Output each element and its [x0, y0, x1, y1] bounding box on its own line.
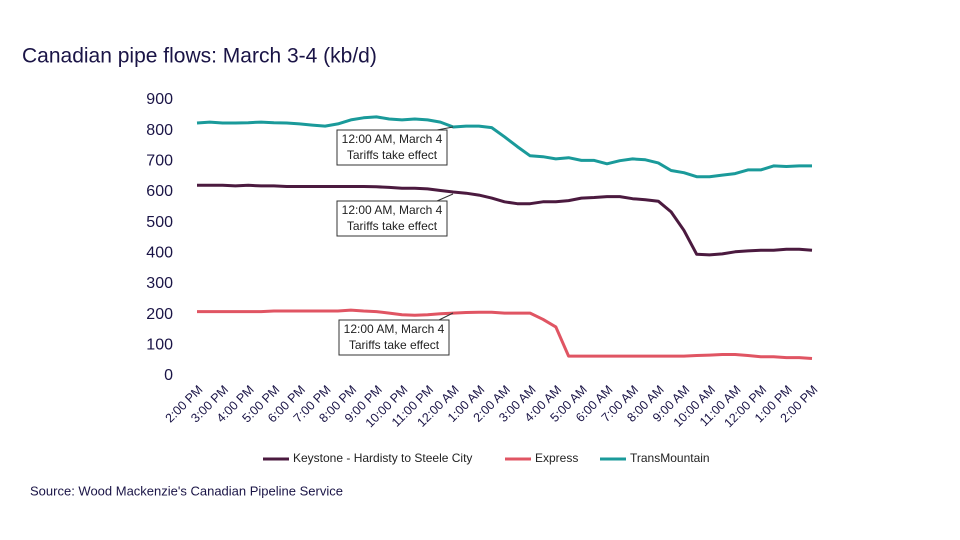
annotation-text: Tariffs take effect: [347, 219, 438, 233]
y-tick-label: 500: [146, 214, 173, 231]
annotation-pointer: [436, 193, 454, 202]
legend-label: Keystone - Hardisty to Steele City: [293, 451, 472, 465]
annotation-text: Tariffs take effect: [349, 338, 440, 352]
legend-label: TransMountain: [630, 451, 710, 465]
annotation-box: [336, 200, 448, 237]
annotation-box: [336, 129, 448, 166]
annotation-text: 12:00 AM, March 4: [344, 322, 445, 336]
legend-label: Express: [535, 451, 578, 465]
y-tick-label: 900: [146, 91, 173, 108]
y-tick-label: 400: [146, 245, 173, 262]
annotation-pointer: [436, 126, 454, 131]
y-tick-label: 800: [146, 122, 173, 139]
y-tick-label: 200: [146, 306, 173, 323]
y-tick-label: 600: [146, 183, 173, 200]
y-tick-label: 0: [164, 367, 173, 384]
y-tick-label: 300: [146, 275, 173, 292]
annotation-pointer: [438, 312, 454, 321]
annotation-text: Tariffs take effect: [347, 148, 438, 162]
series-line: [197, 183, 813, 257]
series-line: [197, 308, 813, 360]
annotation-text: 12:00 AM, March 4: [342, 132, 443, 146]
annotation-box: [338, 319, 450, 356]
series-line: [196, 115, 812, 179]
source-note: Source: Wood Mackenzie's Canadian Pipeli…: [30, 483, 343, 498]
chart-title: Canadian pipe flows: March 3-4 (kb/d): [22, 45, 377, 68]
annotation-text: 12:00 AM, March 4: [342, 203, 443, 217]
y-tick-label: 700: [146, 153, 173, 170]
y-tick-label: 100: [146, 337, 173, 354]
